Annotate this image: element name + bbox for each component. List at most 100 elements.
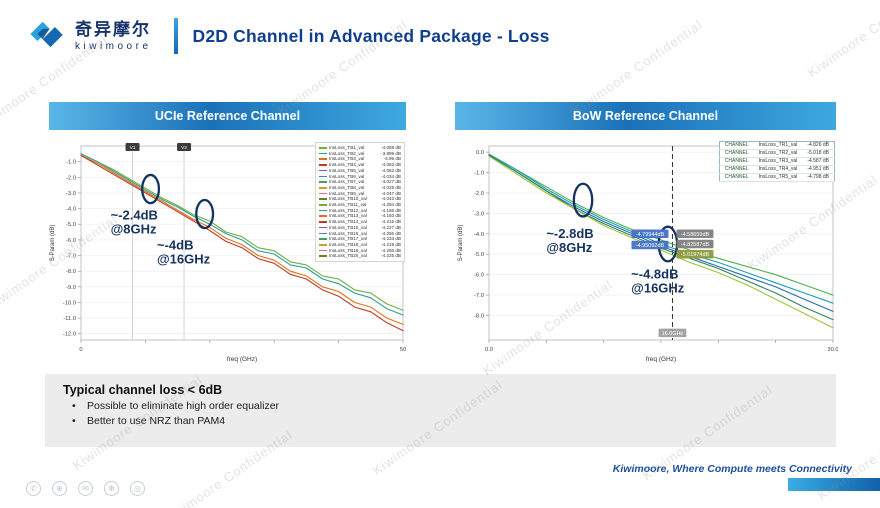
legend-row: InsLoss_TB1_val -4.068 dB: [319, 145, 401, 151]
svg-text:-4.0: -4.0: [474, 232, 484, 238]
page-title: D2D Channel in Advanced Package - Loss: [192, 25, 550, 46]
value-badge: -4.82587dB: [676, 239, 714, 249]
legend-row: InsLoss_TB3_val -3.99 dB: [319, 156, 401, 162]
marker-flag: V2: [177, 143, 192, 151]
svg-text:-4.79944dB: -4.79944dB: [636, 232, 665, 238]
watermark-text: Kiwimoore Confidential: [804, 0, 880, 81]
legend-row: InsLoss_TB2_val -3.999 dB: [319, 151, 401, 157]
svg-text:-6.0: -6.0: [66, 238, 76, 244]
svg-text:-4.0: -4.0: [66, 207, 76, 213]
logo-text-en: kiwimoore: [75, 40, 152, 52]
svg-text:0.0: 0.0: [485, 347, 493, 353]
table-row: CHANNEL InsLoss_TR2_val -5.018 dB: [719, 149, 835, 158]
location-icon: ◎: [130, 481, 145, 496]
legend-row: InsLoss_TB10_val -4.043 dB: [319, 196, 401, 202]
value-badge: -4.95092dB: [631, 240, 669, 250]
legend-row: InsLoss_TB16_val -4.256 dB: [319, 231, 401, 237]
svg-text:-5.01974dB: -5.01974dB: [681, 252, 710, 258]
svg-text:50: 50: [400, 347, 406, 353]
globe-icon: ⊕: [52, 481, 67, 496]
svg-text:-3.0: -3.0: [474, 211, 484, 217]
logo-text-cn: 奇异摩尔: [75, 19, 151, 39]
table-row: CHANNEL InsLoss_TR4_val -4.951 dB: [719, 165, 835, 174]
banner-ucie-reference-channel: UCIe Reference Channel: [49, 102, 406, 130]
loss-annotation: ~-2.4dB @8GHz: [111, 208, 158, 237]
series-line: [80, 154, 404, 332]
contact-icons: ✆ ⊕ ✉ ✻ ◎: [26, 481, 145, 496]
marker-flag: V1: [125, 143, 140, 151]
value-badge: -4.58659dB: [676, 229, 714, 239]
legend-row: InsLoss_TB20_val -4.225 dB: [319, 253, 401, 259]
svg-text:freq (GHz): freq (GHz): [227, 356, 257, 363]
table-row: CHANNEL InsLoss_TR5_val -4.798 dB: [719, 173, 835, 182]
svg-text:-2.0: -2.0: [66, 175, 76, 181]
table-row: CHANNEL InsLoss_TR1_val -4.826 dB: [719, 141, 835, 150]
legend-row: InsLoss_TB18_val -4.219 dB: [319, 242, 401, 248]
legend-row: InsLoss_TB19_val -4.256 dB: [319, 248, 401, 254]
svg-text:30.0: 30.0: [827, 347, 838, 353]
phone-icon: ✆: [26, 481, 41, 496]
legend-row: InsLoss_TB15_val -4.227 dB: [319, 225, 401, 231]
legend-row: InsLoss_TB14_val -4.215 dB: [319, 219, 401, 225]
value-badge: -4.79944dB: [631, 229, 669, 239]
svg-text:-10.0: -10.0: [63, 301, 76, 307]
series-line: [80, 154, 404, 325]
highlight-ellipse: [195, 198, 215, 230]
kiwimoore-logo: 奇异摩尔 kiwimoore: [26, 14, 152, 59]
chart-legend: InsLoss_TB1_val -4.068 dB InsLoss_TB2_val -…: [315, 142, 405, 263]
svg-text:-4.95092dB: -4.95092dB: [636, 243, 665, 249]
notes-bullet: Possible to eliminate high order equaliz…: [63, 400, 818, 412]
svg-text:S-Param (dB): S-Param (dB): [50, 225, 56, 262]
svg-text:freq (GHz): freq (GHz): [646, 356, 676, 363]
header: 奇异摩尔 kiwimoore D2D Channel in Advanced P…: [26, 12, 550, 60]
footer-tagline: Kiwimoore, Where Compute meets Connectiv…: [612, 463, 852, 475]
notes-bullet: Better to use NRZ than PAM4: [63, 415, 818, 427]
kiwimoore-logo-icon: [26, 14, 68, 59]
svg-text:S-Param (dB): S-Param (dB): [458, 225, 464, 262]
svg-text:0: 0: [79, 347, 82, 353]
table-row: CHANNEL InsLoss_TR3_val -4.587 dB: [719, 157, 835, 166]
svg-text:-6.0: -6.0: [474, 273, 484, 279]
wechat-icon: ✻: [104, 481, 119, 496]
svg-text:-4.82587dB: -4.82587dB: [681, 242, 710, 248]
svg-text:-11.0: -11.0: [63, 316, 76, 322]
notes-box: Typical channel loss < 6dB Possible to e…: [45, 374, 836, 447]
banner-bow-reference-channel: BoW Reference Channel: [455, 102, 836, 130]
svg-text:V1: V1: [130, 145, 136, 151]
svg-text:-2.0: -2.0: [474, 191, 484, 197]
svg-text:-12.0: -12.0: [63, 332, 76, 338]
loss-annotation: ~-4.8dB @16GHz: [631, 267, 685, 296]
header-divider: [173, 18, 178, 54]
series-line: [80, 153, 404, 311]
loss-annotation: ~-2.8dB @8GHz: [546, 226, 593, 255]
value-badge: -5.01974dB: [676, 249, 714, 259]
svg-text:-1.0: -1.0: [66, 160, 76, 166]
svg-text:-7.0: -7.0: [66, 254, 76, 260]
svg-text:-5.0: -5.0: [66, 222, 76, 228]
channel-value-table: CHANNEL InsLoss_TR1_val -4.826 dB CHANNEL In…: [718, 141, 835, 182]
value-badge: 16.0GHz: [658, 328, 687, 338]
logo-text: 奇异摩尔 kiwimoore: [75, 21, 152, 52]
legend-row: InsLoss_TB6_val -4.034 dB: [319, 174, 401, 180]
svg-text:-3.0: -3.0: [66, 191, 76, 197]
ucie-loss-chart: -1.0 -2.0 -3.0 -4.0 -5.0 -6.0 -7.0 -8.0 -9.0 -10.…: [45, 136, 408, 366]
legend-row: InsLoss_TB4_val -4.063 dB: [319, 162, 401, 168]
legend-row: InsLoss_TB13_val -4.193 dB: [319, 213, 401, 219]
svg-text:-9.0: -9.0: [66, 285, 76, 291]
svg-text:-1.0: -1.0: [474, 171, 484, 177]
footer-ribbon: [788, 478, 880, 491]
svg-text:16.0GHz: 16.0GHz: [662, 331, 684, 337]
svg-text:V2: V2: [181, 145, 187, 151]
legend-row: InsLoss_TB17_val -4.233 dB: [319, 236, 401, 242]
legend-row: InsLoss_TB11_val -4.294 dB: [319, 202, 401, 208]
legend-row: InsLoss_TB5_val -4.062 dB: [319, 168, 401, 174]
series-line: [488, 153, 834, 296]
bow-chart-svg: 0.0 -1.0 -2.0 -3.0 -4.0 -5.0 -6.0 -7.0 -8.0 0.0 30…: [458, 145, 838, 363]
loss-annotation: ~-4dB @16GHz: [157, 237, 211, 266]
mail-icon: ✉: [78, 481, 93, 496]
legend-row: InsLoss_TB12_val -4.186 dB: [319, 208, 401, 214]
svg-text:0.0: 0.0: [476, 150, 484, 156]
series-line: [488, 155, 834, 329]
highlight-ellipse: [572, 182, 594, 218]
